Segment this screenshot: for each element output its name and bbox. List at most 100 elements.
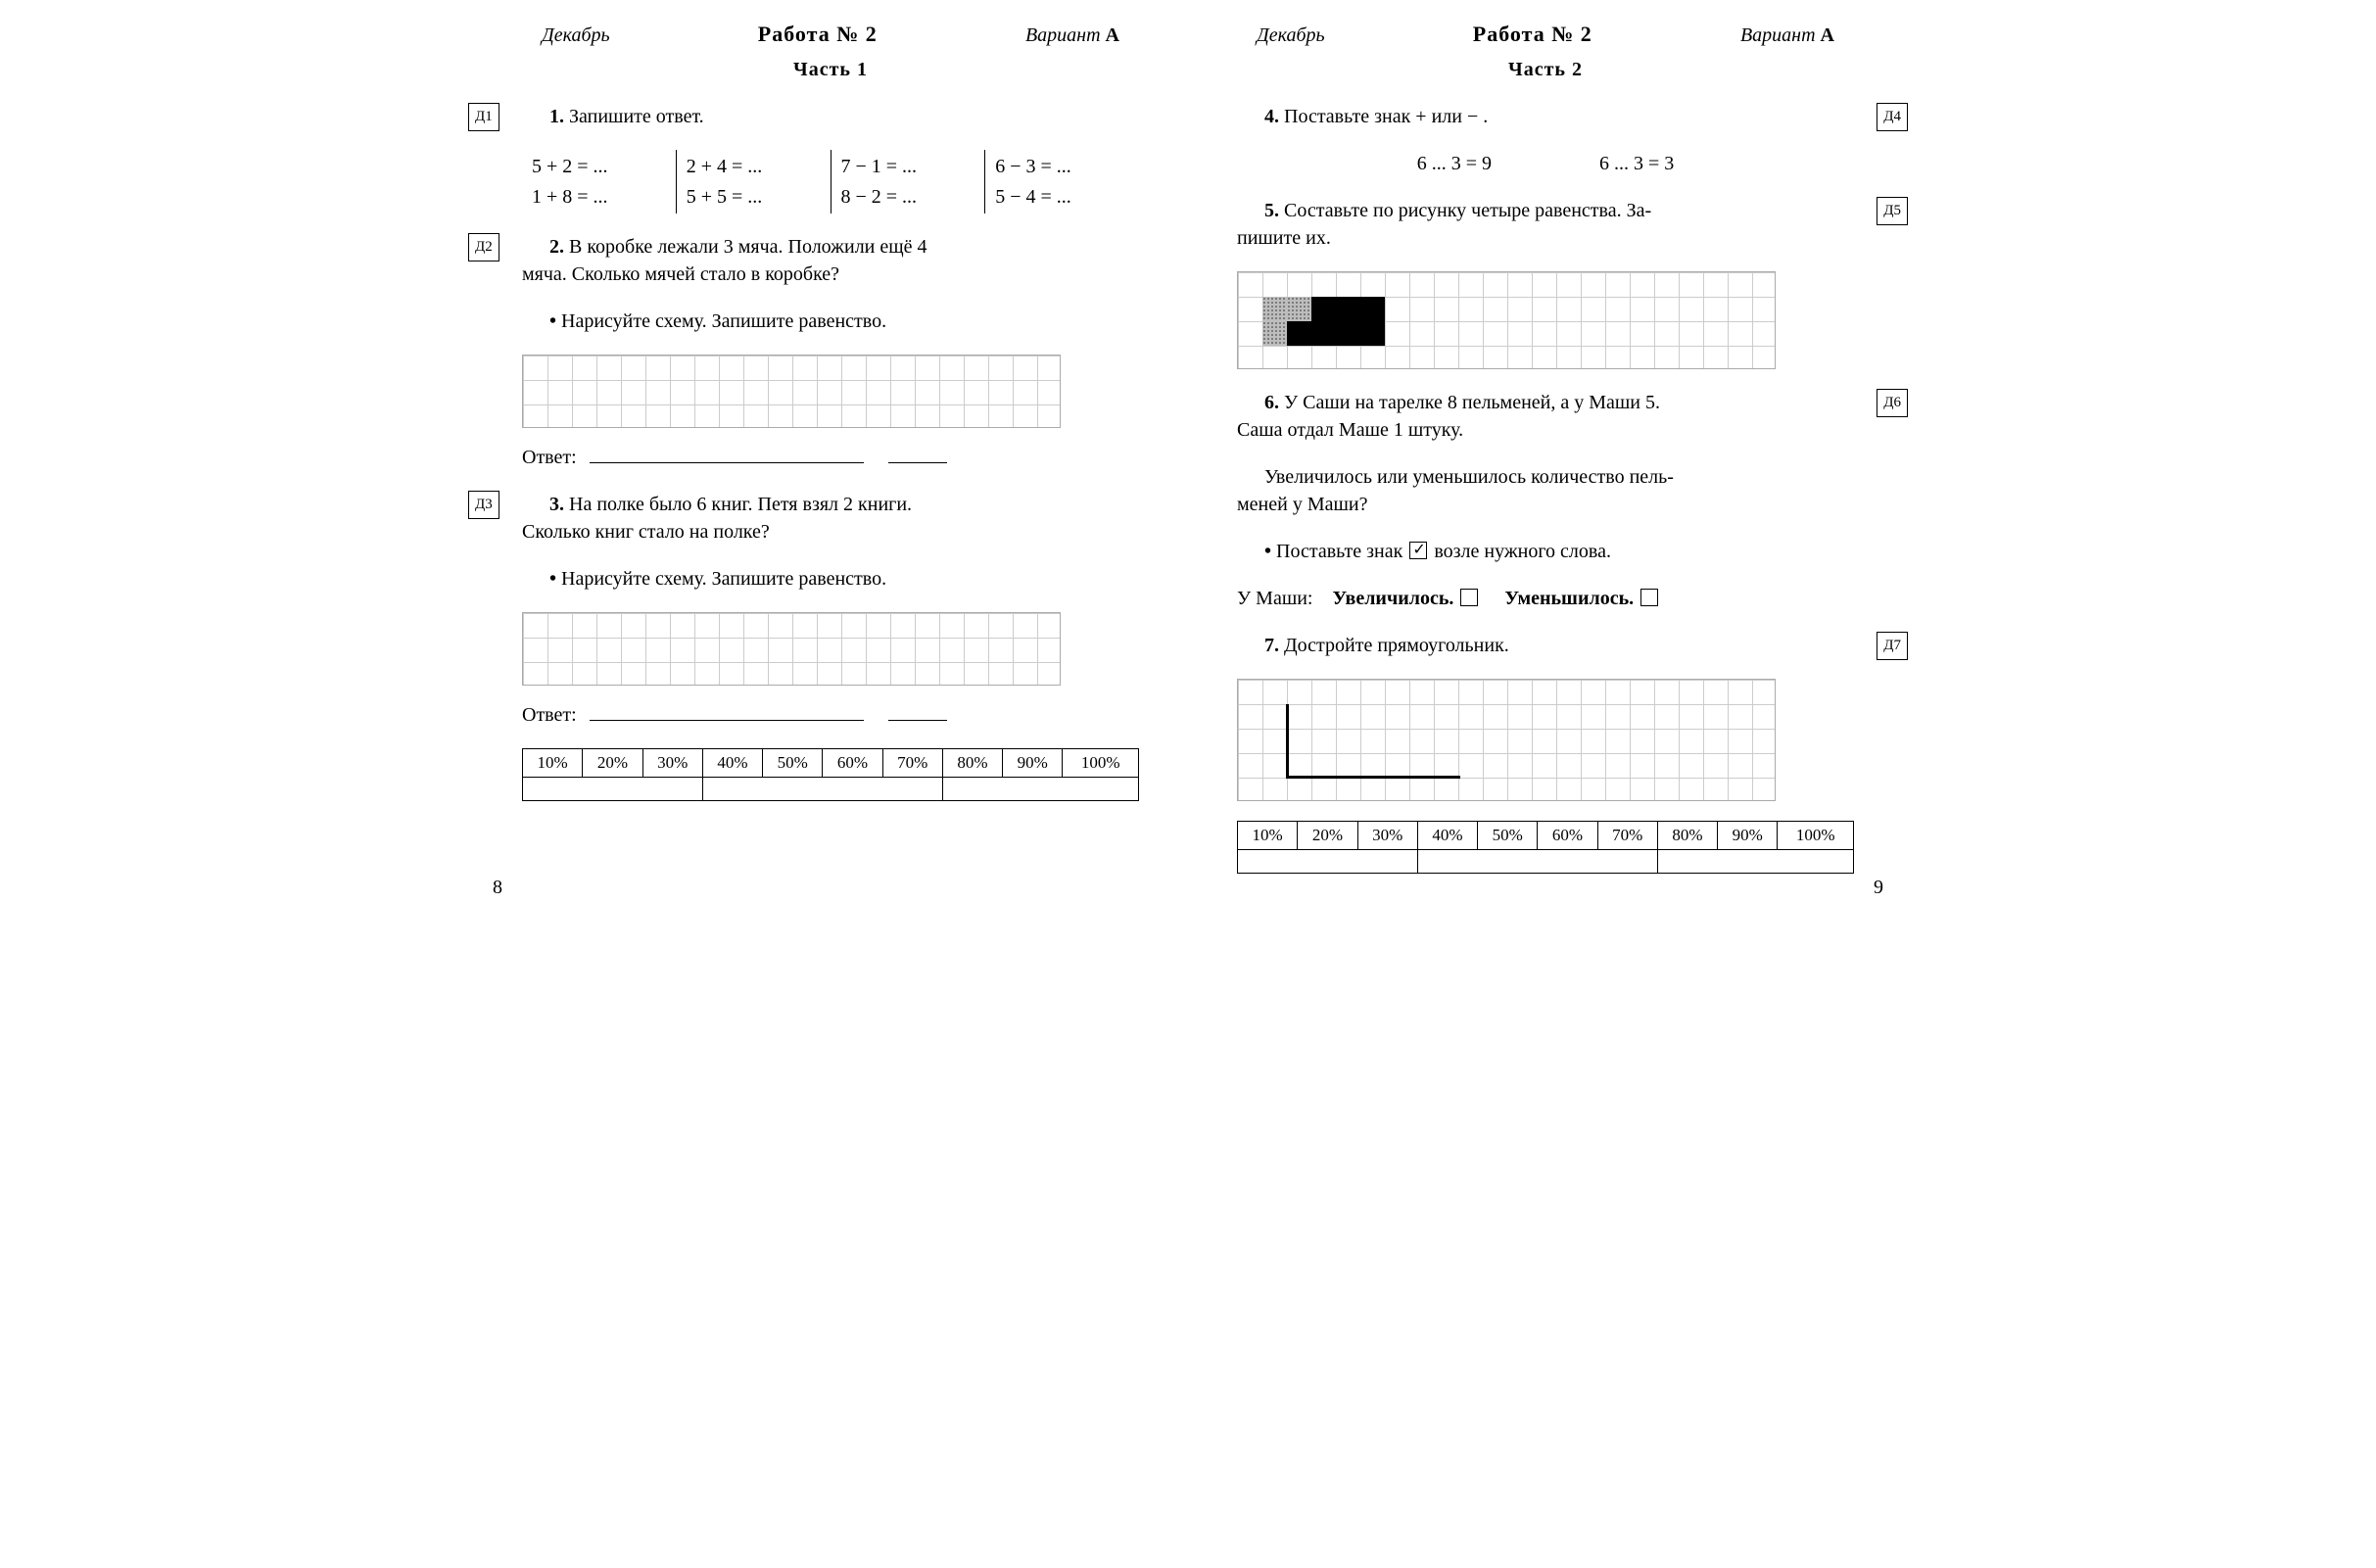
checkbox-increase[interactable] — [1460, 589, 1478, 606]
page-right: Декабрь Работа № 2 Вариант А Часть 2 Д4 … — [1217, 20, 1874, 874]
answer-blank[interactable] — [590, 699, 864, 721]
task-2: Д2 2. В коробке лежали 3 мяча. Положили … — [522, 233, 1139, 471]
score-blank[interactable] — [702, 777, 942, 800]
task-3-answer: Ответ: — [522, 699, 1139, 729]
grid-cell-black — [1287, 321, 1311, 346]
task-7-grid[interactable] — [1237, 679, 1776, 801]
eq-cell: 1 + 8 = ... — [532, 183, 666, 211]
marker-d6: Д6 — [1877, 389, 1908, 417]
score-cell: 90% — [1718, 821, 1778, 849]
eq-cell: 5 − 4 = ... — [995, 183, 1129, 211]
score-header-row: 10% 20% 30% 40% 50% 60% 70% 80% 90% 100% — [1238, 821, 1854, 849]
task-4: Д4 4. Поставьте знак + или − . 6 ... 3 =… — [1237, 103, 1854, 177]
task-7-prompt: 7. Достройте прямоугольник. — [1237, 632, 1854, 659]
task-4-equations: 6 ... 3 = 9 6 ... 3 = 3 — [1237, 150, 1854, 177]
task-2-bullet: Нарисуйте схему. Запишите равенство. — [522, 308, 1139, 335]
grid-cell-dotted — [1262, 297, 1287, 321]
task-3-line2: Сколько книг стало на полке? — [522, 518, 1139, 546]
page-number-right: 9 — [1874, 874, 1883, 901]
score-cell: 60% — [823, 748, 882, 777]
score-cell: 50% — [763, 748, 823, 777]
marker-d3: Д3 — [468, 491, 499, 519]
answer-blank[interactable] — [590, 442, 864, 463]
check-example-icon — [1409, 542, 1427, 559]
task-2-grid[interactable] — [522, 355, 1061, 428]
score-cell: 100% — [1063, 748, 1139, 777]
rect-side-vertical — [1286, 704, 1289, 780]
task-3-grid[interactable] — [522, 612, 1061, 686]
eq-cell: 6 − 3 = ... — [995, 153, 1129, 180]
bullet-post: возле нужного слова. — [1434, 541, 1611, 562]
score-cell: 40% — [1417, 821, 1477, 849]
page-number-left: 8 — [493, 874, 502, 901]
choice-a: Увеличилось. — [1332, 588, 1453, 609]
score-blank-row — [523, 777, 1139, 800]
score-cell: 30% — [1357, 821, 1417, 849]
grid-cell-black — [1311, 297, 1385, 346]
score-blank-row — [1238, 849, 1854, 873]
variant-prefix: Вариант — [1025, 24, 1101, 46]
variant-prefix: Вариант — [1740, 24, 1816, 46]
choice-prefix: У Маши: — [1237, 588, 1312, 609]
task-1-prompt: 1. Запишите ответ. — [522, 103, 1139, 130]
task-2-line2: мяча. Сколько мячей стало в коробке? — [522, 261, 1139, 288]
answer-blank-short[interactable] — [888, 699, 947, 721]
score-blank[interactable] — [1238, 849, 1418, 873]
score-cell: 10% — [523, 748, 583, 777]
score-blank[interactable] — [1417, 849, 1657, 873]
task-6-choices: У Маши: Увеличилось. Уменьшилось. — [1237, 585, 1854, 612]
task-3-line1: 3. На полке было 6 книг. Петя взял 2 кни… — [522, 491, 1139, 518]
task-4-prompt: 4. Поставьте знак + или − . — [1237, 103, 1854, 130]
score-table-left: 10% 20% 30% 40% 50% 60% 70% 80% 90% 100% — [522, 748, 1139, 801]
marker-d5: Д5 — [1877, 197, 1908, 225]
eq-col-1: 5 + 2 = ... 1 + 8 = ... — [522, 150, 677, 214]
score-cell: 100% — [1778, 821, 1854, 849]
checkbox-decrease[interactable] — [1640, 589, 1658, 606]
page-left-header: Декабрь Работа № 2 Вариант А — [522, 20, 1139, 50]
task-6-num: 6. — [1264, 392, 1279, 413]
task-6-line3: Увеличилось или уменьшилось количество п… — [1237, 463, 1854, 491]
grid-cell-dotted — [1287, 297, 1311, 321]
marker-d7: Д7 — [1877, 632, 1908, 660]
score-cell: 80% — [942, 748, 1002, 777]
page-left: Декабрь Работа № 2 Вариант А Часть 1 Д1 … — [502, 20, 1159, 874]
task-5-line1: 5. Составьте по рисунку четыре равенства… — [1237, 197, 1854, 224]
variant-letter: А — [1821, 24, 1834, 46]
eq-cell: 8 − 2 = ... — [841, 183, 975, 211]
score-table-right: 10% 20% 30% 40% 50% 60% 70% 80% 90% 100% — [1237, 821, 1854, 874]
score-cell: 40% — [702, 748, 762, 777]
task-4-text: Поставьте знак + или − . — [1284, 106, 1488, 127]
answer-blank-short[interactable] — [888, 442, 947, 463]
score-cell: 20% — [1298, 821, 1357, 849]
task-6-line1: 6. У Саши на тарелке 8 пельменей, а у Ма… — [1237, 389, 1854, 416]
task-3: Д3 3. На полке было 6 книг. Петя взял 2 … — [522, 491, 1139, 729]
variant-label: Вариант А — [1025, 22, 1119, 49]
task-1-num: 1. — [549, 106, 564, 127]
score-cell: 80% — [1657, 821, 1717, 849]
month-label: Декабрь — [542, 22, 610, 49]
score-blank[interactable] — [942, 777, 1138, 800]
work-title: Работа № 2 — [1473, 20, 1592, 50]
score-cell: 90% — [1003, 748, 1063, 777]
score-cell: 70% — [882, 748, 942, 777]
task-2-answer: Ответ: — [522, 442, 1139, 471]
score-blank[interactable] — [523, 777, 703, 800]
eq-cell: 5 + 2 = ... — [532, 153, 666, 180]
task-3-num: 3. — [549, 494, 564, 515]
score-blank[interactable] — [1657, 849, 1853, 873]
rect-side-horizontal — [1286, 776, 1460, 779]
marker-d2: Д2 — [468, 233, 499, 261]
task-5-grid[interactable] — [1237, 271, 1776, 369]
answer-label: Ответ: — [522, 447, 577, 468]
task-7-num: 7. — [1264, 635, 1279, 656]
task-2-num: 2. — [549, 236, 564, 258]
task-2-text1: В коробке лежали 3 мяча. Положили ещё 4 — [569, 236, 927, 258]
marker-d4: Д4 — [1877, 103, 1908, 131]
task-7-text: Достройте прямоугольник. — [1284, 635, 1509, 656]
task-1-text: Запишите ответ. — [569, 106, 704, 127]
month-label: Декабрь — [1257, 22, 1325, 49]
marker-d1: Д1 — [468, 103, 499, 131]
task-2-line1: 2. В коробке лежали 3 мяча. Положили ещё… — [522, 233, 1139, 261]
task-6-line4: меней у Маши? — [1237, 491, 1854, 518]
part-title: Часть 1 — [522, 56, 1139, 83]
